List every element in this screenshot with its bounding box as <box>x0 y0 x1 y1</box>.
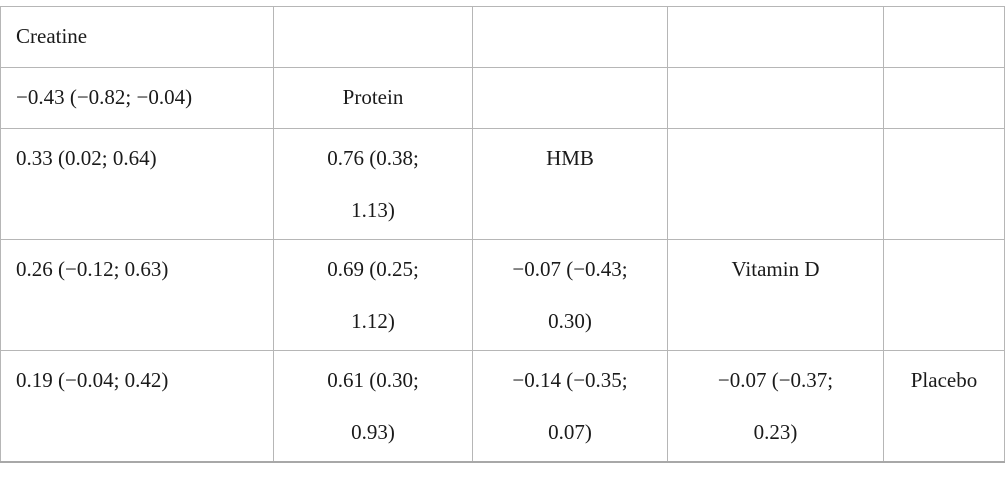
effect-cell: 0.61 (0.30; 0.93) <box>273 350 473 463</box>
effect-cell: 0.33 (0.02; 0.64) <box>0 128 274 240</box>
effect-cell: 0.76 (0.38; 1.13) <box>273 128 473 240</box>
treatment-cell-placebo: Placebo <box>883 350 1005 463</box>
effect-cell: 0.19 (−0.04; 0.42) <box>0 350 274 463</box>
table-row: −0.43 (−0.82; −0.04) Protein <box>0 67 1005 129</box>
effect-cell: 0.26 (−0.12; 0.63) <box>0 239 274 351</box>
effect-cell: −0.14 (−0.35; 0.07) <box>472 350 668 463</box>
treatment-cell-creatine: Creatine <box>0 6 274 68</box>
empty-cell <box>883 6 1005 68</box>
empty-cell <box>883 128 1005 240</box>
table-row: 0.26 (−0.12; 0.63) 0.69 (0.25; 1.12) −0.… <box>0 239 1005 351</box>
treatment-cell-hmb: HMB <box>472 128 668 240</box>
empty-cell <box>472 67 668 129</box>
empty-cell <box>667 6 884 68</box>
table-row: 0.19 (−0.04; 0.42) 0.61 (0.30; 0.93) −0.… <box>0 350 1005 463</box>
empty-cell <box>273 6 473 68</box>
treatment-cell-vitamin-d: Vitamin D <box>667 239 884 351</box>
effect-cell: 0.69 (0.25; 1.12) <box>273 239 473 351</box>
empty-cell <box>667 128 884 240</box>
empty-cell <box>472 6 668 68</box>
effect-cell: −0.43 (−0.82; −0.04) <box>0 67 274 129</box>
empty-cell <box>667 67 884 129</box>
effect-cell: −0.07 (−0.37; 0.23) <box>667 350 884 463</box>
empty-cell <box>883 67 1005 129</box>
empty-cell <box>883 239 1005 351</box>
treatment-cell-protein: Protein <box>273 67 473 129</box>
effect-cell: −0.07 (−0.43; 0.30) <box>472 239 668 351</box>
table-row: 0.33 (0.02; 0.64) 0.76 (0.38; 1.13) HMB <box>0 128 1005 240</box>
table-row: Creatine <box>0 6 1005 68</box>
league-table: Creatine −0.43 (−0.82; −0.04) Protein 0.… <box>0 6 1005 463</box>
